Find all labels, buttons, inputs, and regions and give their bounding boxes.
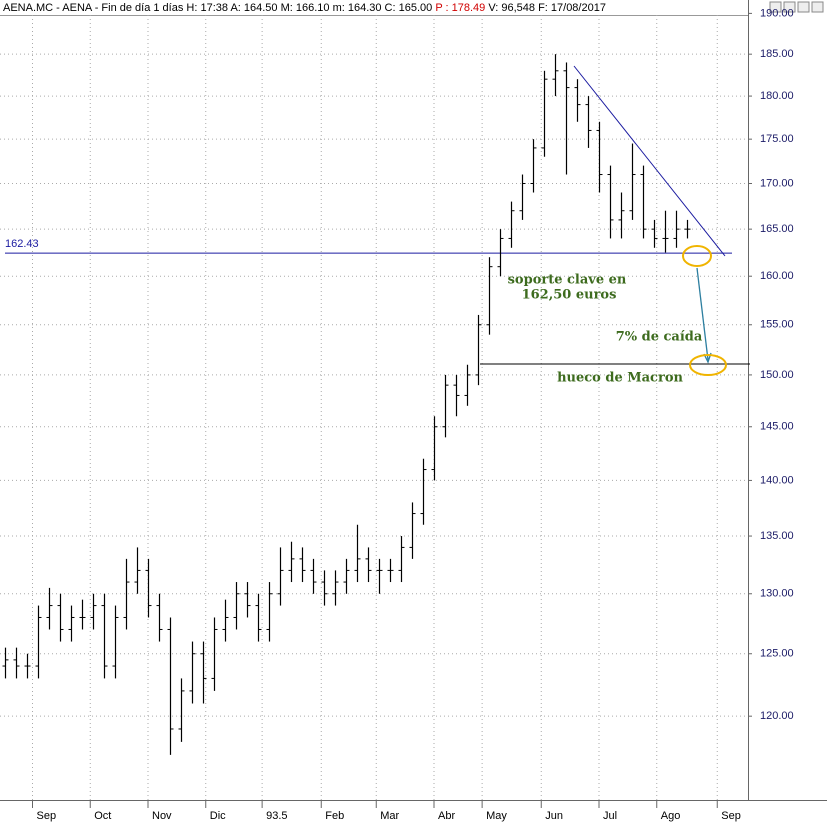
arrow [696,267,709,361]
y-tick-label: 135.00 [760,530,794,542]
x-tick-label: Nov [152,810,172,822]
header-info: AENA.MC - AENA - Fin de día 1 días H: 17… [3,2,606,14]
trend-line [573,65,726,257]
x-tick-label: May [486,810,507,822]
y-tick-label: 190.00 [760,7,794,19]
y-tick-label: 175.00 [760,133,794,145]
x-tick-label: 93.5 [266,810,287,822]
y-tick-label: 160.00 [760,270,794,282]
x-tick-label: Sep [721,810,741,822]
y-tick-label: 120.00 [760,710,794,722]
window-buttons [769,1,824,13]
button[interactable] [811,1,824,13]
x-tick-label: Feb [325,810,344,822]
y-tick-label: 165.00 [760,223,794,235]
x-tick-label: Jun [545,810,563,822]
annotation: soporte clave en [508,273,627,288]
y-tick-label: 145.00 [760,421,794,433]
y-tick-label: 130.00 [760,588,794,600]
header-text: AENA.MC - AENA - Fin de día 1 días H: 17… [3,2,432,14]
x-tick-label: Mar [380,810,399,822]
y-tick-label: 180.00 [760,90,794,102]
x-tick-label: Oct [94,810,111,822]
header-text: V: 96,548 F: 17/08/2017 [488,2,606,14]
button[interactable] [797,1,810,13]
y-tick-label: 185.00 [760,48,794,60]
x-tick-label: Jul [603,810,617,822]
header-alert: P : 178.49 [435,2,485,14]
annotation: 162,50 euros [522,288,617,303]
highlight-ellipse [682,245,712,267]
y-tick-label: 155.00 [760,319,794,331]
y-tick-label: 150.00 [760,369,794,381]
support-label: 162.43 [5,238,39,250]
x-tick-label: Abr [438,810,455,822]
button[interactable] [769,1,782,13]
y-tick-label: 125.00 [760,648,794,660]
annotation: 7% de caída [616,330,703,345]
x-tick-label: Dic [210,810,226,822]
x-tick-label: Ago [661,810,681,822]
y-tick-label: 170.00 [760,177,794,189]
y-tick-label: 140.00 [760,474,794,486]
annotation: hueco de Macron [557,371,683,386]
x-tick-label: Sep [37,810,57,822]
highlight-ellipse [689,354,727,376]
button[interactable] [783,1,796,13]
